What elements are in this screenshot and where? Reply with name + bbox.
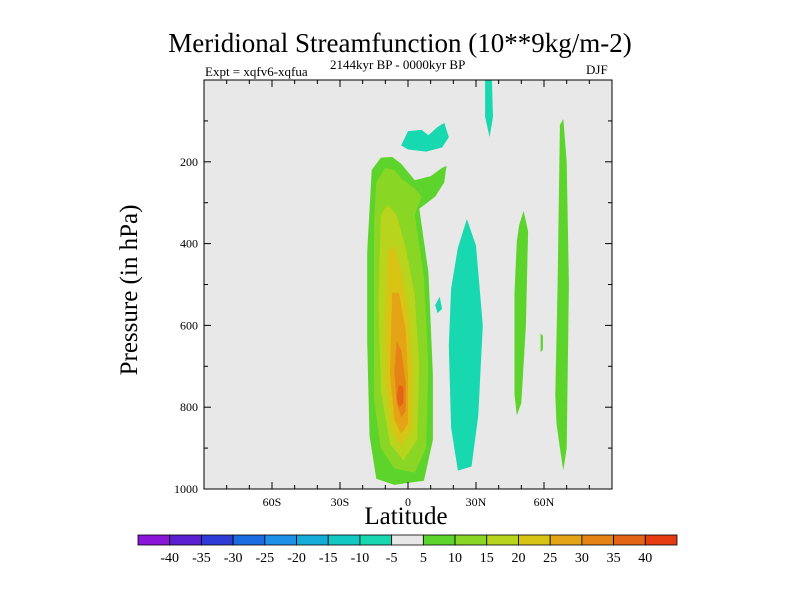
colorbar-swatch [232,534,266,546]
colorbar-label: -15 [319,551,338,566]
period-label: 2144kyr BP - 0000kyr BP [330,57,466,72]
x-tick-label: 0 [405,495,411,509]
colorbar-label: -25 [255,551,274,566]
colorbar-label: -5 [386,551,398,566]
colorbar-label: 15 [480,551,494,566]
colorbar-label: -30 [224,551,243,566]
experiment-label: Expt = xqfv6-xqfua [205,64,308,79]
colorbar-label: -10 [351,551,370,566]
contour-region-5 [540,333,543,352]
colorbar-swatch [518,534,551,546]
x-tick-label: 30N [466,495,487,509]
colorbar-swatch [581,534,614,546]
colorbar-swatch [359,534,393,546]
colorbar-label: 10 [448,551,462,566]
colorbar-label: -35 [192,551,211,566]
season-label: DJF [586,62,608,77]
chart-title: Meridional Streamfunction (10**9kg/m-2) [168,28,632,58]
x-tick-label: 60S [263,495,282,509]
colorbar-swatch [264,534,297,546]
colorbar-label: 5 [420,551,427,566]
contour-region-35 [396,384,404,408]
colorbar-swatch [486,534,519,546]
colorbar-label: 40 [638,551,652,566]
contour-region-5 [555,118,569,471]
colorbar-swatch [391,534,424,546]
colorbar-label: 25 [543,551,557,566]
contour-region-neg5 [401,122,449,152]
colorbar-label: 30 [575,551,589,566]
y-tick-label: 800 [180,400,198,414]
colorbar-swatch [549,534,583,546]
colorbar-swatch [327,534,361,546]
y-tick-label: 600 [180,318,198,332]
contour-region-neg5 [435,296,442,314]
colorbar-label: -40 [160,551,179,566]
x-tick-label: 60N [534,495,555,509]
contour-region-neg5 [448,219,483,471]
colorbar-swatch [613,534,646,546]
y-tick-label: 1000 [174,482,198,496]
x-tick-label: 30S [331,495,350,509]
y-tick-label: 200 [180,155,198,169]
colorbar-swatch [201,534,234,546]
colorbar-label: 20 [511,551,525,566]
colorbar-label: -20 [287,551,306,566]
contour-region-5 [514,210,529,416]
colorbar-label: 35 [607,551,621,566]
colorbar-swatch [137,534,171,546]
colorbar-swatch [169,534,202,546]
colorbar-swatch [644,534,678,546]
colorbar-swatch [454,534,488,546]
colorbar-swatch [296,534,329,546]
contour-region-neg5 [485,80,493,138]
y-tick-label: 400 [180,237,198,251]
colorbar-swatch [422,534,456,546]
x-axis-label: Latitude [364,503,448,530]
